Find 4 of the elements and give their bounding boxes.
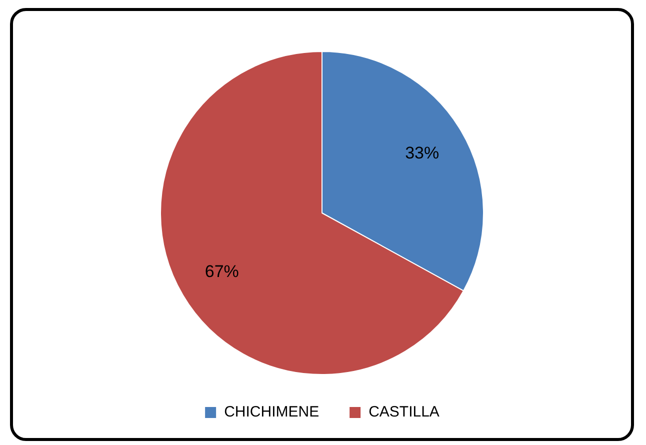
data-label: 67% [204,262,239,281]
data-label: 33% [405,143,440,162]
legend-label: CHICHIMENE [224,404,320,421]
legend-label: CASTILLA [368,404,440,421]
